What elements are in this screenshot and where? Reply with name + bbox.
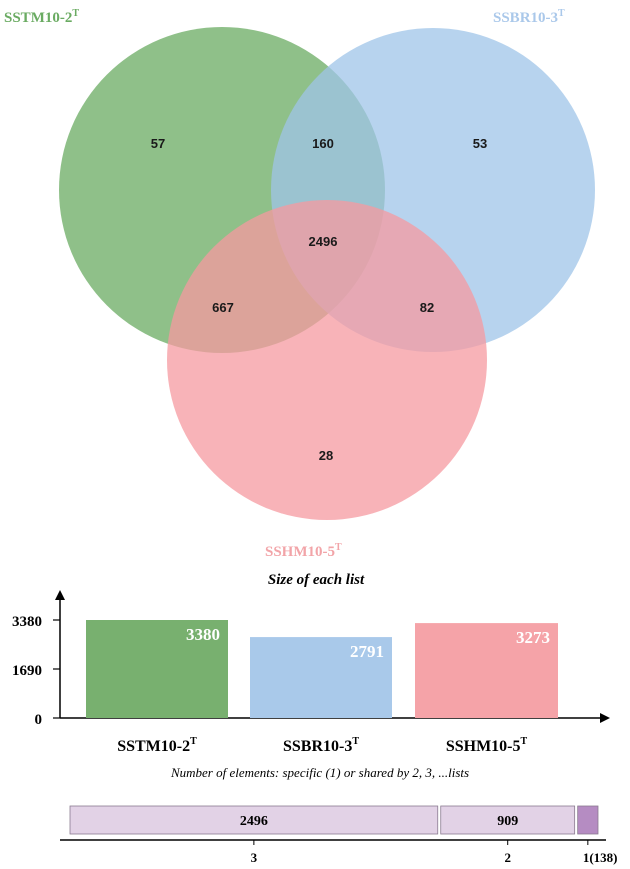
size-bar-0 (86, 620, 228, 718)
size-bar-value-0: 3380 (186, 625, 220, 644)
venn-count-ssbr-sshm: 82 (420, 300, 434, 315)
venn-label-ssbr-sup: T (558, 8, 565, 19)
size-category-2: SSHM10-5T (446, 736, 528, 755)
venn-count-sstm-ssbr: 160 (312, 136, 334, 151)
size-category-name-0: SSTM10-2 (117, 738, 190, 755)
venn-label-sshm: SSHM10-5T (265, 542, 342, 560)
size-category-0: SSTM10-2T (117, 736, 197, 755)
venn-count-ssbr-only: 53 (473, 136, 487, 151)
size-chart-x-arrow (600, 713, 610, 723)
venn-diagram: 57 53 28 160 667 82 2496 SSTM10-2T SSBR1… (4, 8, 595, 560)
venn-count-sstm-only: 57 (151, 136, 165, 151)
shared-segment-label-1: 2 (504, 850, 511, 865)
venn-count-sshm-only: 28 (319, 448, 333, 463)
size-yticks: 0 1690 3380 (12, 614, 60, 728)
shared-segment-value-1: 909 (497, 814, 518, 829)
size-category-sup-2: T (521, 736, 528, 747)
size-ytick-label-1: 1690 (12, 663, 42, 679)
size-chart-title: Size of each list (268, 572, 365, 588)
size-category-1: SSBR10-3T (283, 736, 359, 755)
shared-segment-2 (577, 805, 599, 835)
venn-label-sshm-name: SSHM10-5 (265, 544, 335, 560)
shared-segment-label-2: 1(138) (583, 850, 618, 865)
shared-segment-value-0: 2496 (240, 814, 268, 829)
size-bars: 3380 2791 3273 (86, 620, 558, 718)
venn-label-sstm-sup: T (72, 8, 79, 19)
venn-label-ssbr-name: SSBR10-3 (493, 10, 558, 26)
venn-count-sstm-sshm: 667 (212, 300, 234, 315)
venn-label-ssbr: SSBR10-3T (493, 8, 565, 26)
venn-count-all: 2496 (309, 234, 338, 249)
venn-label-sshm-sup: T (335, 542, 342, 553)
size-category-name-1: SSBR10-3 (283, 738, 352, 755)
size-bar-2 (415, 623, 558, 718)
shared-segments: 2496 3 909 2 1(138) (69, 805, 618, 865)
size-bar-1 (250, 637, 392, 718)
venn-circle-sshm (167, 200, 487, 520)
shared-chart-title: Number of elements: specific (1) or shar… (170, 765, 469, 780)
size-bar-value-1: 2791 (350, 642, 384, 661)
shared-bar-chart: Number of elements: specific (1) or shar… (60, 765, 618, 865)
size-ytick-label-2: 3380 (12, 614, 42, 630)
size-ytick-label-0: 0 (35, 712, 43, 728)
size-bar-value-2: 3273 (516, 628, 550, 647)
size-categories: SSTM10-2T SSBR10-3T SSHM10-5T (117, 736, 527, 755)
shared-segment-0 (69, 805, 439, 835)
size-category-sup-0: T (190, 736, 197, 747)
size-category-sup-1: T (352, 736, 359, 747)
venn-label-sstm-name: SSTM10-2 (4, 10, 72, 26)
size-bar-chart: Size of each list 3380 2791 3273 0 1690 3380… (12, 572, 610, 755)
size-category-name-2: SSHM10-5 (446, 738, 521, 755)
venn-label-sstm: SSTM10-2T (4, 8, 79, 26)
size-chart-y-arrow (55, 590, 65, 600)
shared-segment-label-0: 3 (251, 850, 258, 865)
shared-segment-1 (440, 805, 576, 835)
